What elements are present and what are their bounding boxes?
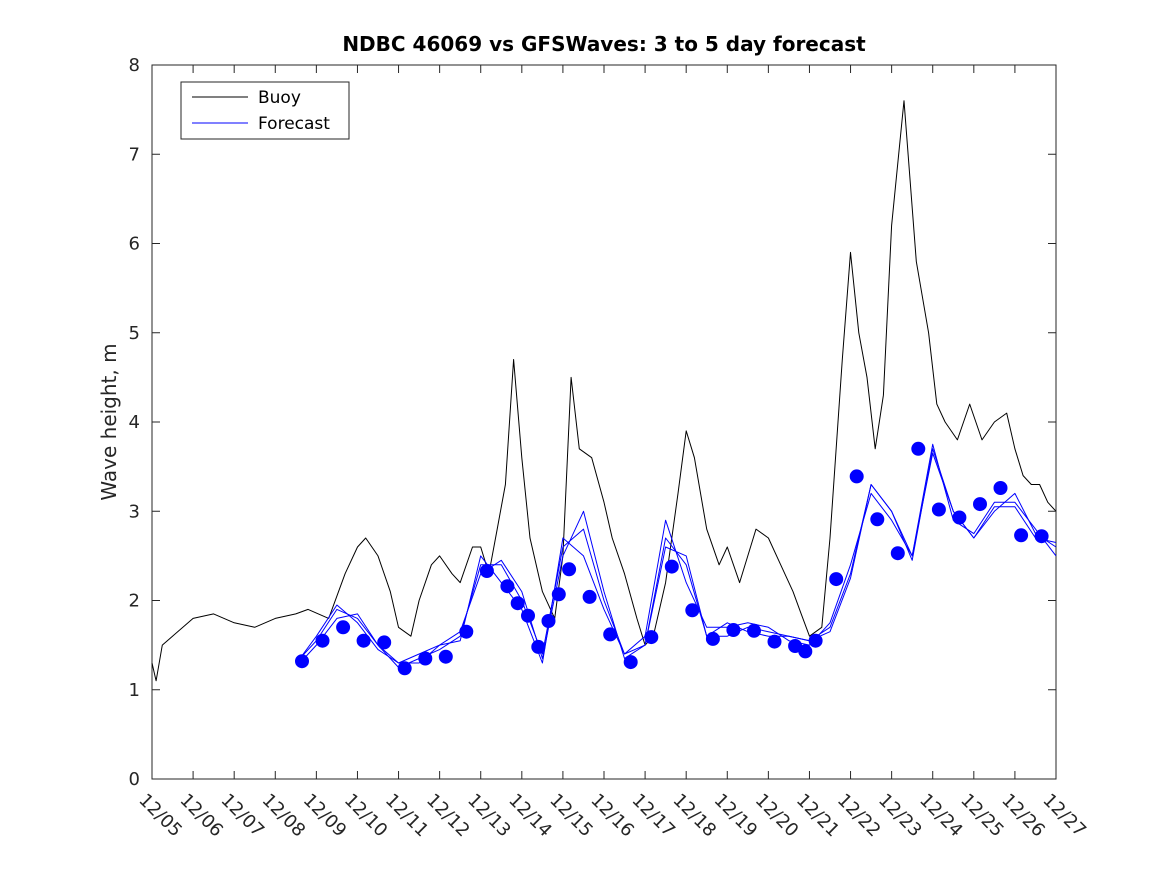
y-tick-label: 7	[129, 144, 140, 165]
x-tick-label: 12/16	[586, 790, 638, 842]
x-tick-label: 12/17	[628, 790, 680, 842]
x-tick-label: 12/08	[258, 790, 310, 842]
x-tick-label: 12/09	[299, 790, 351, 842]
forecast-marker	[479, 564, 494, 578]
forecast-marker	[1034, 529, 1049, 544]
forecast-marker	[685, 603, 700, 618]
forecast-marker	[521, 608, 535, 623]
x-tick-label: 12/23	[874, 790, 926, 842]
forecast-marker	[973, 497, 987, 512]
y-tick-label: 8	[129, 55, 140, 76]
forecast-marker	[808, 633, 823, 648]
forecast-marker	[582, 589, 597, 604]
y-axis: 0 1 2 3 4 5 6 7 8	[129, 55, 1056, 790]
x-tick-label: 12/25	[956, 790, 1008, 842]
plot-area	[151, 64, 1057, 780]
y-tick-label: 1	[129, 680, 140, 701]
legend: Buoy Forecast	[180, 81, 350, 140]
forecast-marker	[890, 546, 905, 561]
forecast-marker	[798, 644, 813, 659]
forecast-marker	[459, 624, 474, 639]
marker-layer	[295, 441, 1049, 676]
forecast-marker	[849, 469, 864, 484]
forecast-marker	[705, 631, 720, 646]
chart-title: NDBC 46069 vs GFSWaves: 3 to 5 day forec…	[342, 32, 866, 56]
legend-label-buoy: Buoy	[258, 88, 301, 108]
x-tick-label: 12/18	[669, 790, 721, 842]
x-tick-label: 12/07	[217, 790, 269, 842]
forecast-marker	[623, 655, 638, 670]
forecast-marker	[664, 559, 679, 574]
legend-label-forecast: Forecast	[258, 114, 330, 134]
x-tick-label: 12/12	[422, 790, 474, 842]
forecast-marker	[551, 587, 566, 602]
forecast-marker	[438, 649, 453, 664]
forecast-marker	[315, 633, 330, 648]
x-tick-label: 12/20	[751, 790, 803, 842]
forecast-marker	[531, 639, 546, 654]
forecast-marker	[993, 481, 1008, 495]
y-tick-label: 0	[129, 769, 140, 790]
forecast-marker	[747, 623, 761, 638]
x-tick-label: 12/21	[792, 790, 844, 842]
legend-box	[180, 81, 350, 140]
forecast-marker	[397, 661, 412, 676]
x-tick-label: 12/14	[504, 790, 556, 842]
y-tick-label: 6	[129, 234, 140, 255]
x-tick-label: 12/11	[381, 790, 433, 842]
forecast-marker	[356, 633, 371, 648]
y-tick-label: 5	[129, 323, 140, 344]
x-tick-label: 12/10	[340, 790, 392, 842]
forecast-marker	[500, 579, 515, 594]
x-tick-label: 12/22	[833, 790, 885, 842]
forecast-marker	[510, 596, 525, 611]
buoy-series-line	[151, 100, 1057, 682]
x-tick-label: 12/06	[176, 790, 228, 842]
forecast-marker	[829, 572, 844, 587]
y-tick-label: 2	[129, 591, 140, 612]
y-tick-label: 4	[129, 412, 140, 433]
forecast-marker	[931, 502, 946, 517]
forecast-marker	[418, 651, 433, 666]
x-tick-label: 12/13	[463, 790, 515, 842]
y-tick-label: 3	[129, 501, 140, 522]
forecast-marker	[336, 620, 351, 635]
x-tick-label: 12/15	[545, 790, 597, 842]
y-axis-label: Wave height, m	[97, 343, 121, 500]
x-tick-label: 12/05	[134, 790, 186, 842]
forecast-marker	[911, 441, 926, 456]
forecast-marker	[870, 512, 885, 527]
forecast-marker	[767, 634, 782, 649]
forecast-marker	[1014, 528, 1029, 543]
forecast-marker	[562, 562, 577, 577]
forecast-marker	[377, 635, 392, 650]
x-tick-label: 12/27	[1038, 790, 1090, 842]
forecast-marker	[952, 510, 967, 525]
forecast-marker	[603, 627, 618, 642]
forecast-marker	[726, 623, 741, 637]
x-tick-label: 12/26	[997, 790, 1049, 842]
forecast-marker	[295, 654, 309, 669]
x-tick-label: 12/24	[915, 790, 967, 842]
forecast-marker	[541, 614, 556, 628]
forecast-marker	[644, 630, 659, 645]
x-tick-label: 12/19	[710, 790, 762, 842]
